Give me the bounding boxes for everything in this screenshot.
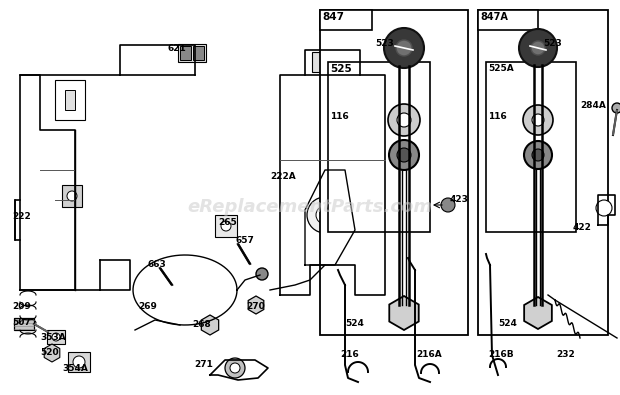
Bar	[215, 215, 237, 237]
Circle shape	[384, 28, 424, 68]
Text: 270: 270	[246, 302, 265, 311]
Bar	[320, 10, 468, 335]
Text: 116: 116	[488, 112, 507, 121]
Circle shape	[225, 358, 245, 378]
Text: 423: 423	[450, 196, 469, 205]
Circle shape	[532, 149, 544, 161]
Bar	[180, 46, 191, 60]
Text: 354A: 354A	[62, 364, 88, 373]
Circle shape	[67, 191, 77, 201]
Circle shape	[389, 140, 419, 170]
Text: 520: 520	[40, 348, 59, 357]
Text: 847: 847	[322, 12, 344, 22]
Text: 222A: 222A	[270, 172, 296, 181]
Text: 269: 269	[138, 302, 157, 311]
Circle shape	[396, 40, 412, 56]
Text: 525: 525	[330, 64, 352, 74]
Bar	[486, 62, 576, 232]
Bar	[312, 52, 347, 72]
Circle shape	[519, 29, 557, 67]
Text: 422: 422	[573, 224, 592, 233]
Circle shape	[230, 363, 240, 373]
Text: 663: 663	[148, 260, 167, 269]
Text: 847A: 847A	[480, 12, 508, 22]
Text: 353A: 353A	[40, 333, 66, 342]
Circle shape	[397, 113, 411, 127]
Text: 209: 209	[12, 302, 31, 311]
Bar	[62, 185, 82, 207]
Circle shape	[388, 104, 420, 136]
Bar	[478, 10, 608, 335]
Circle shape	[73, 356, 85, 368]
Circle shape	[221, 221, 231, 231]
Bar	[320, 10, 372, 30]
Text: 621: 621	[168, 44, 187, 53]
Circle shape	[441, 198, 455, 212]
Bar	[178, 44, 206, 62]
Bar	[65, 90, 75, 110]
Text: 222: 222	[12, 212, 31, 221]
Text: eReplacementParts.com: eReplacementParts.com	[187, 199, 433, 216]
Circle shape	[524, 141, 552, 169]
Circle shape	[256, 268, 268, 280]
Text: 116: 116	[330, 112, 348, 121]
Circle shape	[523, 105, 553, 135]
Text: 524: 524	[345, 319, 364, 328]
Text: 216B: 216B	[488, 350, 513, 359]
Circle shape	[52, 333, 60, 341]
Text: 523: 523	[375, 38, 394, 47]
Bar	[328, 62, 430, 232]
Circle shape	[397, 148, 411, 162]
Text: 232: 232	[556, 350, 575, 359]
Text: 216A: 216A	[416, 350, 441, 359]
Bar	[14, 318, 34, 330]
Bar	[68, 352, 90, 372]
Text: 523: 523	[543, 38, 562, 47]
Bar	[55, 80, 85, 120]
Text: 524: 524	[498, 319, 517, 328]
Text: 657: 657	[235, 236, 254, 245]
Text: 507: 507	[12, 318, 31, 327]
Circle shape	[532, 114, 544, 126]
Text: 525A: 525A	[488, 64, 514, 73]
Circle shape	[316, 206, 334, 224]
Bar	[193, 46, 204, 60]
Text: 265: 265	[218, 218, 237, 227]
Circle shape	[531, 41, 545, 55]
Text: 284A: 284A	[580, 100, 606, 109]
Text: 216: 216	[340, 350, 359, 359]
Circle shape	[307, 197, 343, 233]
Bar	[478, 10, 538, 30]
Text: 268: 268	[192, 320, 211, 329]
Circle shape	[612, 103, 620, 113]
Bar	[47, 330, 65, 344]
Circle shape	[596, 200, 612, 216]
Text: 271: 271	[194, 360, 213, 369]
